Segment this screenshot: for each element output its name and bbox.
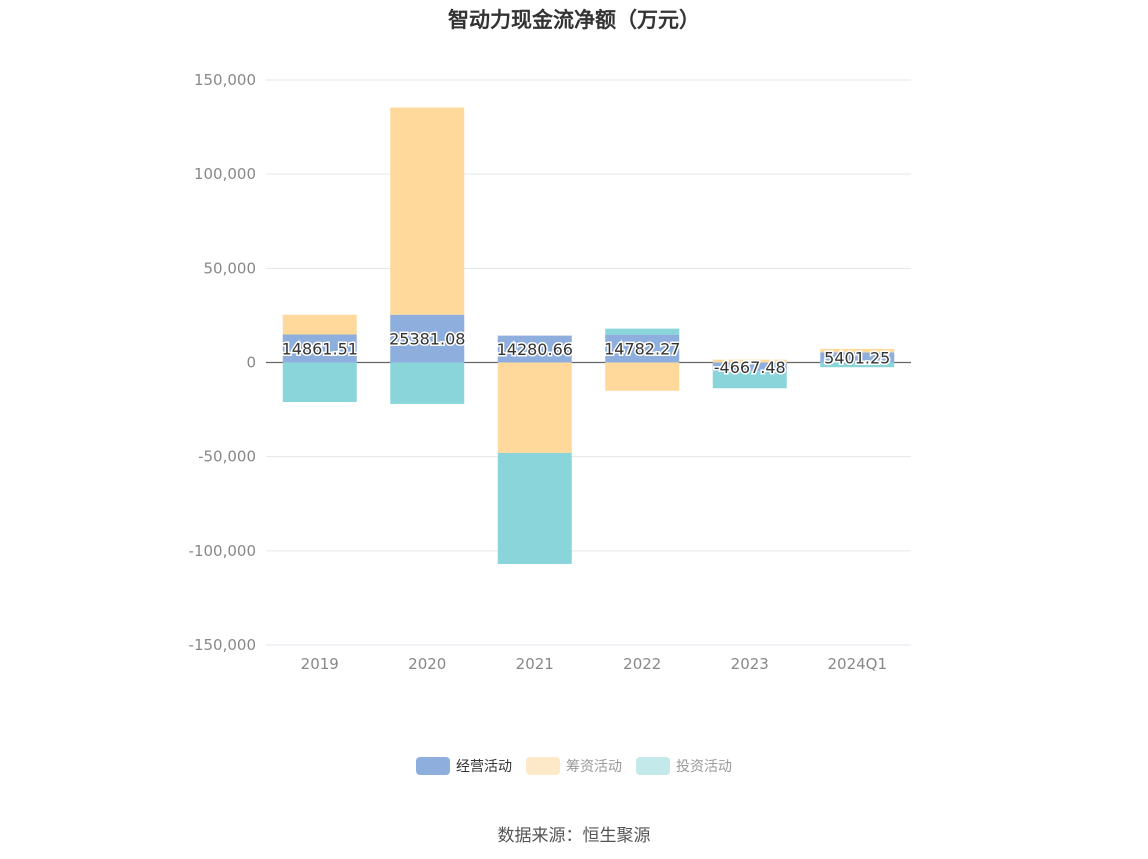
legend-label-financing: 筹资活动 bbox=[566, 759, 622, 775]
x-tick-label: 2024Q1 bbox=[827, 655, 887, 673]
data-source: 数据来源：恒生聚源 bbox=[497, 826, 651, 846]
x-tick-label: 2023 bbox=[731, 655, 769, 673]
bar-segment bbox=[282, 314, 357, 335]
y-tick-label: -150,000 bbox=[189, 636, 256, 654]
bar-segment bbox=[497, 335, 572, 363]
bar-segment bbox=[605, 334, 680, 363]
chart-title: 智动力现金流净额（万元） bbox=[448, 8, 700, 32]
legend-item-operating[interactable]: 经营活动 bbox=[416, 756, 512, 776]
bar-segment bbox=[712, 359, 787, 363]
x-tick-label: 2020 bbox=[408, 655, 446, 673]
y-tick-label: 150,000 bbox=[194, 71, 256, 89]
bar-segment bbox=[390, 314, 465, 363]
data-label: 14782.27 bbox=[604, 340, 680, 359]
bar-segment bbox=[712, 371, 787, 389]
data-label: 5401.25 bbox=[824, 348, 890, 367]
x-tick-label: 2019 bbox=[301, 655, 339, 673]
y-tick-label: 0 bbox=[246, 354, 256, 372]
bar-segment bbox=[390, 362, 465, 404]
bar-segment bbox=[820, 348, 895, 353]
bar-segment bbox=[282, 362, 357, 403]
data-label: 14280.66 bbox=[497, 340, 573, 359]
y-tick-label: -50,000 bbox=[198, 448, 256, 466]
legend-label-investing: 投资活动 bbox=[676, 759, 732, 775]
bar-segment bbox=[820, 362, 895, 368]
data-label: 25381.08 bbox=[389, 330, 465, 349]
bar-segment bbox=[712, 362, 787, 372]
x-tick-label: 2022 bbox=[623, 655, 661, 673]
x-tick-label: 2021 bbox=[516, 655, 554, 673]
data-label: -4667.48 bbox=[714, 358, 786, 377]
y-tick-label: 50,000 bbox=[204, 259, 257, 277]
y-tick-label: -100,000 bbox=[189, 542, 256, 560]
bar-segment bbox=[390, 107, 465, 315]
legend-swatch-operating bbox=[416, 757, 450, 775]
legend-item-financing[interactable]: 筹资活动 bbox=[526, 756, 622, 776]
bar-segment bbox=[820, 352, 895, 363]
bar-segment bbox=[497, 452, 572, 565]
chart-legend: 经营活动 筹资活动 投资活动 bbox=[0, 756, 1148, 776]
bar-segment bbox=[605, 362, 680, 391]
legend-swatch-financing bbox=[526, 757, 560, 775]
bar-segment bbox=[497, 362, 572, 453]
y-tick-label: 100,000 bbox=[194, 165, 256, 183]
bar-segment bbox=[282, 334, 357, 363]
cash-flow-chart: 150,000 100,000 50,000 0 -50,000 -100,000 -150… bbox=[189, 71, 911, 673]
data-label: 14861.51 bbox=[282, 340, 358, 359]
legend-swatch-investing bbox=[636, 757, 670, 775]
legend-item-investing[interactable]: 投资活动 bbox=[636, 756, 732, 776]
bar-segment bbox=[605, 328, 680, 335]
legend-label-operating: 经营活动 bbox=[456, 759, 512, 775]
